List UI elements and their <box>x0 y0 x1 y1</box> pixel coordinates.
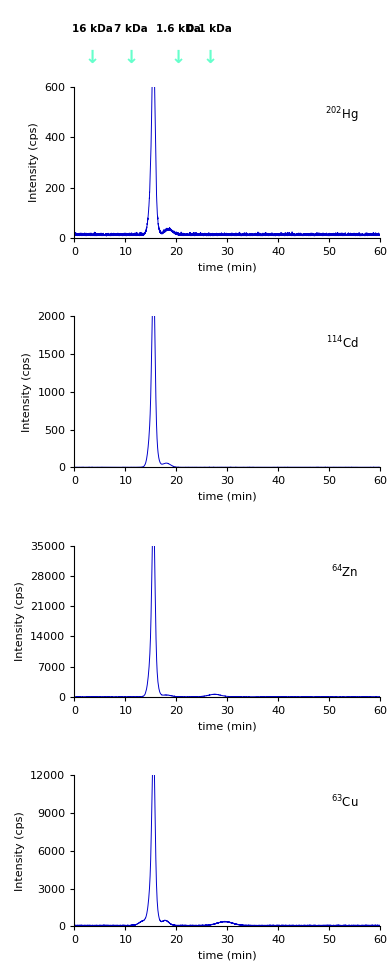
X-axis label: time (min): time (min) <box>198 951 257 961</box>
Y-axis label: Intensity (cps): Intensity (cps) <box>29 123 39 203</box>
Text: $^{63}$Cu: $^{63}$Cu <box>331 793 359 811</box>
Text: 1.6 kDa: 1.6 kDa <box>156 24 201 34</box>
Text: 0.1 kDa: 0.1 kDa <box>187 24 232 34</box>
X-axis label: time (min): time (min) <box>198 722 257 731</box>
Text: 7 kDa: 7 kDa <box>114 24 148 34</box>
Y-axis label: Intensity (cps): Intensity (cps) <box>15 811 25 891</box>
Text: 16 kDa: 16 kDa <box>72 24 113 34</box>
X-axis label: time (min): time (min) <box>198 492 257 502</box>
Text: $^{114}$Cd: $^{114}$Cd <box>326 335 359 351</box>
X-axis label: time (min): time (min) <box>198 262 257 272</box>
Y-axis label: Intensity (cps): Intensity (cps) <box>22 352 32 431</box>
Text: ↓: ↓ <box>124 49 139 67</box>
Text: ↓: ↓ <box>171 49 186 67</box>
Y-axis label: Intensity (cps): Intensity (cps) <box>15 582 25 661</box>
Text: $^{202}$Hg: $^{202}$Hg <box>325 105 359 124</box>
Text: $^{64}$Zn: $^{64}$Zn <box>331 564 359 581</box>
Text: ↓: ↓ <box>85 49 100 67</box>
Text: ↓: ↓ <box>202 49 217 67</box>
